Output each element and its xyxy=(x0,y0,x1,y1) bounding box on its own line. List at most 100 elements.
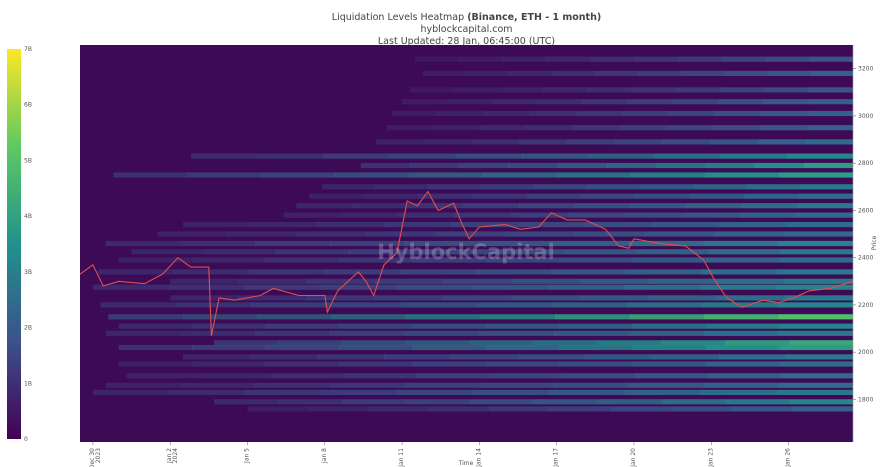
liquidation-band-segment xyxy=(320,389,398,395)
liquidation-band-segment xyxy=(498,87,544,93)
liquidation-band-segment xyxy=(368,406,430,412)
colorbar-gradient xyxy=(7,49,21,439)
liquidation-band-segment xyxy=(173,269,250,275)
liquidation-band-segment xyxy=(628,330,705,336)
liquidation-band-segment xyxy=(519,203,576,209)
liquidation-band-segment xyxy=(760,110,808,117)
liquidation-band-segment xyxy=(199,373,273,379)
liquidation-band-segment xyxy=(255,330,331,336)
liquidation-band-segment xyxy=(105,240,182,247)
liquidation-band-segment xyxy=(778,330,853,336)
liquidation-band-segment xyxy=(807,99,853,105)
liquidation-band-segment xyxy=(131,249,205,255)
liquidation-band-segment xyxy=(744,193,800,199)
liquidation-band-segment xyxy=(797,203,853,209)
colorbar-tick-label: 3B xyxy=(24,269,32,276)
liquidation-band-segment xyxy=(341,340,407,346)
liquidation-band-segment xyxy=(344,373,418,379)
liquidation-band-segment xyxy=(579,278,649,284)
liquidation-band-segment xyxy=(521,153,589,159)
liquidation-band xyxy=(105,330,853,336)
liquidation-band-segment xyxy=(778,314,853,320)
liquidation-band-segment xyxy=(255,240,331,247)
liquidation-band-segment xyxy=(489,373,563,379)
liquidation-band-segment xyxy=(588,153,655,159)
liquidation-band-segment xyxy=(479,382,555,388)
liquidation-band-segment xyxy=(585,354,653,360)
liquidation-band-segment xyxy=(331,314,407,320)
liquidation-band-segment xyxy=(105,330,182,336)
liquidation-band-segment xyxy=(554,240,630,247)
liquidation-band-segment xyxy=(631,172,706,178)
liquidation-band-segment xyxy=(632,257,707,263)
liquidation-band-segment xyxy=(780,373,853,379)
liquidation-band-segment xyxy=(554,382,630,388)
liquidation-band xyxy=(170,295,853,301)
liquidation-band-segment xyxy=(420,249,493,255)
chart-title-block: Liquidation Levels Heatmap (Binance, ETH… xyxy=(80,12,853,48)
liquidation-band xyxy=(118,344,853,351)
liquidation-band-segment xyxy=(296,203,353,209)
liquidation-band-segment xyxy=(404,240,480,247)
liquidation-band-segment xyxy=(396,284,474,290)
liquidation-band-segment xyxy=(339,361,413,367)
liquidation-band-segment xyxy=(340,212,398,218)
liquidation-band-segment xyxy=(721,56,766,62)
liquidation-band-segment xyxy=(375,184,429,190)
liquidation-band-segment xyxy=(716,278,786,284)
liquidation-band xyxy=(157,231,853,237)
liquidation-band-segment xyxy=(778,240,853,247)
liquidation-band-segment xyxy=(783,231,853,237)
liquidation-band-segment xyxy=(762,99,809,105)
liquidation-band xyxy=(409,87,853,93)
liquidation-band-segment xyxy=(519,139,568,145)
watermark: HyblockCapital xyxy=(377,240,555,264)
liquidation-band-segment xyxy=(238,278,308,284)
liquidation-band-segment xyxy=(296,231,367,237)
liquidation-band-segment xyxy=(579,295,649,301)
liquidation-band-segment xyxy=(542,87,588,93)
liquidation-band-segment xyxy=(484,110,531,117)
liquidation-band-segment xyxy=(662,139,711,145)
liquidation-band-segment xyxy=(632,344,707,351)
liquidation-band-segment xyxy=(463,203,520,209)
liquidation-band-segment xyxy=(635,373,709,379)
liquidation-band-segment xyxy=(533,340,598,346)
liquidation-band-segment xyxy=(329,382,406,388)
liquidation-band-segment xyxy=(777,269,853,275)
liquidation-band xyxy=(105,382,853,388)
liquidation-band-segment xyxy=(283,212,342,218)
liquidation-band-segment xyxy=(352,203,409,209)
liquidation-band-segment xyxy=(183,354,251,360)
liquidation-band xyxy=(183,222,853,228)
liquidation-band-segment xyxy=(806,110,853,117)
liquidation-band-segment xyxy=(713,231,785,237)
liquidation-band-segment xyxy=(417,373,491,379)
liquidation-band-segment xyxy=(706,344,781,351)
liquidation-band-segment xyxy=(526,125,574,131)
liquidation-band-segment xyxy=(433,125,481,131)
liquidation-band-segment xyxy=(261,172,336,178)
liquidation-band-segment xyxy=(118,257,193,263)
liquidation-band-segment xyxy=(348,249,421,255)
liquidation-band-segment xyxy=(180,330,256,336)
x-tick-label: Jan 14 xyxy=(475,448,482,467)
liquidation-band-segment xyxy=(489,406,551,412)
liquidation-band xyxy=(214,399,853,405)
liquidation-band-segment xyxy=(250,354,318,360)
liquidation-band-segment xyxy=(317,222,385,228)
liquidation-band-segment xyxy=(157,231,228,237)
x-tick-label: Jan 26 xyxy=(785,448,792,467)
liquidation-band-segment xyxy=(581,193,637,199)
colorbar: 0 1B 2B 3B 4B 5B 6B 7B xyxy=(7,46,32,443)
liquidation-band xyxy=(92,389,853,395)
liquidation-band-segment xyxy=(168,389,246,395)
liquidation-band-segment xyxy=(375,278,444,284)
liquidation-band-segment xyxy=(587,87,632,93)
liquidation-band-segment xyxy=(409,172,484,178)
liquidation-band-segment xyxy=(554,330,630,336)
x-tick-label: Jan 23 xyxy=(707,448,714,467)
liquidation-band-segment xyxy=(533,399,598,405)
liquidation-band-segment xyxy=(454,87,499,93)
liquidation-band-segment xyxy=(717,99,764,105)
